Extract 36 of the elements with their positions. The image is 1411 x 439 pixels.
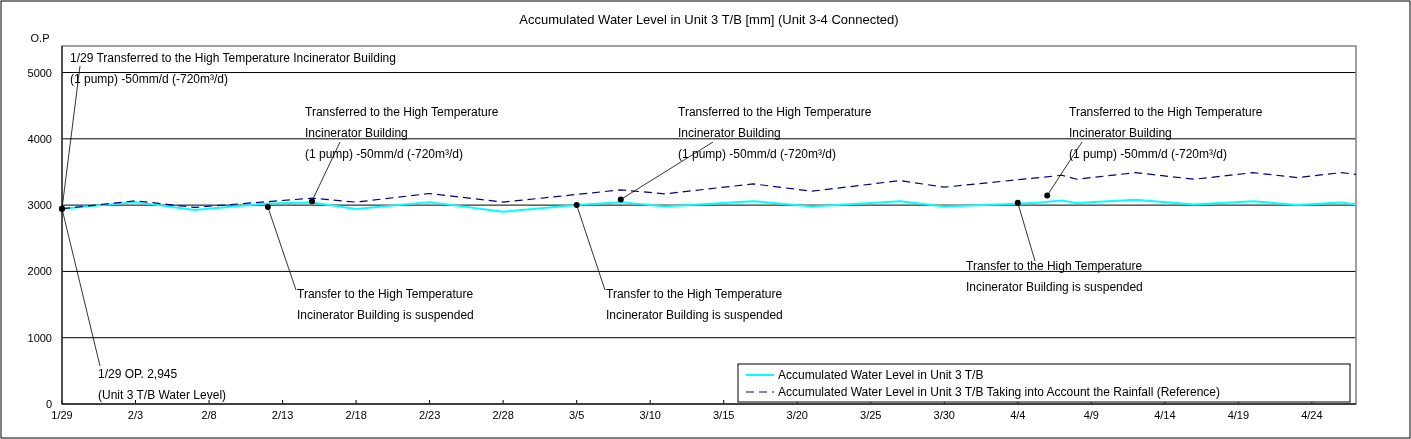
y-axis-title: O.P — [30, 32, 50, 44]
x-tick-label: 2/28 — [492, 409, 514, 421]
legend-label: Accumulated Water Level in Unit 3 T/B — [778, 368, 984, 382]
x-tick-label: 4/24 — [1301, 409, 1323, 421]
x-tick-label: 1/29 — [51, 409, 73, 421]
x-tick-label: 2/18 — [345, 409, 367, 421]
x-tick-label: 4/19 — [1227, 409, 1250, 421]
legend-label: Accumulated Water Level in Unit 3 T/B Taking into Account the Rainfall (Reference) — [778, 385, 1221, 399]
x-tick-label: 3/30 — [933, 409, 955, 421]
annotation: Transfer to the High Temperature Incinerator Building is suspended — [966, 259, 1143, 294]
annotation: Transferred to the High Temperature Incinerator Building (1 pump) -50mm/d (-720m³/d) — [305, 105, 499, 161]
annotation: 1/29 OP. 2,945 (Unit 3 T/B Water Level) — [98, 367, 227, 402]
x-tick-label: 2/23 — [418, 409, 441, 421]
x-tick-label: 2/3 — [127, 409, 144, 421]
y-tick-label: 1000 — [27, 331, 52, 344]
x-tick-label: 4/9 — [1083, 409, 1099, 421]
y-tick-label: 2000 — [27, 265, 52, 278]
x-tick-label: 3/25 — [860, 409, 882, 421]
annotation: Transfer to the High Temperature Incinerator Building is suspended — [297, 287, 474, 322]
annotation: Transferred to the High Temperature Incinerator Building (1 pump) -50mm/d (-720m³/d) — [678, 105, 872, 161]
x-tick-label: 3/5 — [569, 409, 585, 421]
y-tick-label: 3000 — [27, 199, 52, 212]
y-tick-label: 5000 — [27, 66, 52, 79]
x-tick-label: 2/13 — [271, 409, 294, 421]
x-tick-label: 4/4 — [1010, 409, 1026, 421]
x-tick-label: 4/14 — [1154, 409, 1176, 421]
annotation: Transferred to the High Temperature Incinerator Building (1 pump) -50mm/d (-720m³/d) — [1069, 105, 1263, 161]
x-tick-label: 3/10 — [639, 409, 661, 421]
annotation: Transfer to the High Temperature Incinerator Building is suspended — [606, 287, 783, 322]
annotation: 1/29 Transferred to the High Temperature Incinerator Building (1 pump) -50mm/d (-720m³/d) — [70, 51, 396, 86]
x-tick-label: 2/8 — [201, 409, 217, 421]
chart-title: Accumulated Water Level in Unit 3 T/B [mm] (Unit 3-4 Connected) — [519, 12, 899, 27]
y-tick-label: 4000 — [27, 132, 52, 145]
y-tick-label: 0 — [45, 398, 52, 410]
x-tick-label: 3/15 — [712, 409, 735, 421]
x-tick-label: 3/20 — [786, 409, 808, 421]
